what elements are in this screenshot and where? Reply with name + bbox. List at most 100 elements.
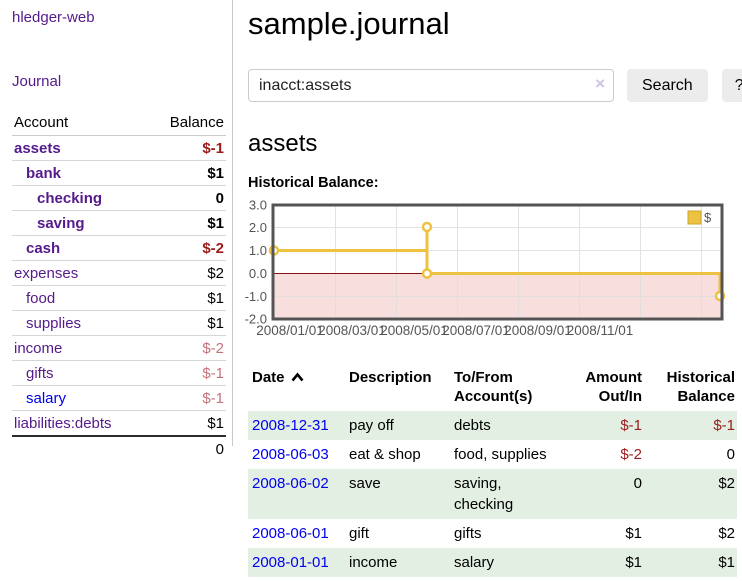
transaction-balance: $-1 bbox=[644, 411, 737, 440]
transaction-accounts: debts bbox=[450, 411, 562, 440]
register-header-amount: Amount Out/In bbox=[562, 365, 644, 411]
transaction-accounts: salary bbox=[450, 548, 562, 577]
brand-link[interactable]: hledger-web bbox=[12, 9, 226, 26]
register-header-date[interactable]: Date bbox=[248, 365, 345, 411]
account-link-supplies[interactable]: supplies bbox=[26, 315, 81, 332]
register-row: 2008-06-02 save saving, checking 0 $2 bbox=[248, 469, 737, 519]
account-balance: $1 bbox=[147, 161, 226, 186]
chart-legend-swatch bbox=[688, 211, 701, 224]
transaction-balance: $2 bbox=[644, 469, 737, 519]
register-header-account: To/From Account(s) bbox=[450, 365, 562, 411]
transaction-date-link[interactable]: 2008-06-01 bbox=[252, 525, 329, 542]
sidebar: hledger-web Journal Account Balance asse… bbox=[0, 0, 233, 446]
account-balance: $-2 bbox=[147, 336, 226, 361]
register-row: 2008-06-01 gift gifts $1 $2 bbox=[248, 519, 737, 548]
account-link-liabilities-debts[interactable]: liabilities:debts bbox=[14, 415, 112, 432]
search-input[interactable] bbox=[248, 69, 614, 102]
account-link-salary[interactable]: salary bbox=[26, 390, 66, 407]
account-row-liabilities-debts: liabilities:debts $1 bbox=[12, 411, 226, 437]
transaction-amount: $-1 bbox=[562, 411, 644, 440]
main-content: sample.journal × Search ? assets Histori… bbox=[233, 0, 742, 577]
transaction-amount: 0 bbox=[562, 469, 644, 519]
chart-x-axis-labels: 2008/01/01 2008/03/01 2008/05/01 2008/07… bbox=[256, 323, 633, 338]
accounts-table: Account Balance assets $-1 bank $1 check… bbox=[12, 111, 226, 461]
account-link-expenses[interactable]: expenses bbox=[14, 265, 78, 282]
svg-text:1.0: 1.0 bbox=[249, 243, 267, 258]
account-row-salary: salary $-1 bbox=[12, 386, 226, 411]
register-row: 2008-01-01 income salary $1 $1 bbox=[248, 548, 737, 577]
account-row-bank: bank $1 bbox=[12, 161, 226, 186]
accounts-header-row: Account Balance bbox=[12, 111, 226, 136]
svg-text:2008/01/01: 2008/01/01 bbox=[256, 323, 324, 338]
account-link-income[interactable]: income bbox=[14, 340, 62, 357]
page-title: sample.journal bbox=[248, 6, 742, 42]
account-row-food: food $1 bbox=[12, 286, 226, 311]
register-row: 2008-06-03 eat & shop food, supplies $-2… bbox=[248, 440, 737, 469]
account-balance: $2 bbox=[147, 261, 226, 286]
clear-search-icon[interactable]: × bbox=[595, 74, 605, 94]
svg-text:2008/03/01: 2008/03/01 bbox=[318, 323, 386, 338]
account-balance: $1 bbox=[147, 311, 226, 336]
account-link-bank[interactable]: bank bbox=[26, 165, 61, 182]
account-link-assets[interactable]: assets bbox=[14, 140, 61, 157]
accounts-total-row: 0 bbox=[12, 436, 226, 461]
svg-text:2.0: 2.0 bbox=[249, 220, 267, 235]
transaction-accounts: saving, checking bbox=[450, 469, 562, 519]
account-row-expenses: expenses $2 bbox=[12, 261, 226, 286]
account-link-saving[interactable]: saving bbox=[37, 215, 85, 232]
account-balance: $-2 bbox=[147, 236, 226, 261]
account-row-saving: saving $1 bbox=[12, 211, 226, 236]
register-header-description: Description bbox=[345, 365, 450, 411]
svg-text:0.0: 0.0 bbox=[249, 266, 267, 281]
transaction-amount: $-2 bbox=[562, 440, 644, 469]
register-row: 2008-12-31 pay off debts $-1 $-1 bbox=[248, 411, 737, 440]
account-link-cash[interactable]: cash bbox=[26, 240, 60, 257]
account-row-income: income $-2 bbox=[12, 336, 226, 361]
transaction-date-link[interactable]: 2008-12-31 bbox=[252, 417, 329, 434]
search-field-wrapper: × bbox=[248, 69, 614, 102]
historical-balance-chart: $ 3.0 2.0 1.0 0.0 -1.0 -2.0 2008/01/01 2… bbox=[240, 197, 734, 349]
account-heading: assets bbox=[248, 130, 742, 158]
chart-y-axis-labels: 3.0 2.0 1.0 0.0 -1.0 -2.0 bbox=[245, 198, 267, 327]
nav-journal-link[interactable]: Journal bbox=[12, 73, 226, 90]
svg-text:2008/11/01: 2008/11/01 bbox=[567, 323, 634, 338]
accounts-total-balance: 0 bbox=[147, 436, 226, 461]
register-header-date-label: Date bbox=[252, 369, 285, 386]
chart-legend-label: $ bbox=[704, 210, 712, 225]
account-balance: $-1 bbox=[147, 361, 226, 386]
transaction-balance: $1 bbox=[644, 548, 737, 577]
transaction-date-link[interactable]: 2008-01-01 bbox=[252, 554, 329, 571]
transaction-description: eat & shop bbox=[345, 440, 450, 469]
search-form: × Search ? bbox=[248, 69, 742, 102]
help-button[interactable]: ? bbox=[722, 69, 742, 102]
account-balance: $1 bbox=[147, 211, 226, 236]
account-link-food[interactable]: food bbox=[26, 290, 55, 307]
svg-text:3.0: 3.0 bbox=[249, 198, 267, 213]
register-header-row: Date Description To/From Account(s) Amou… bbox=[248, 365, 737, 411]
svg-text:2008/09/01: 2008/09/01 bbox=[504, 323, 572, 338]
account-link-gifts[interactable]: gifts bbox=[26, 365, 54, 382]
account-balance: 0 bbox=[147, 186, 226, 211]
sort-ascending-icon bbox=[291, 368, 304, 387]
transaction-accounts: food, supplies bbox=[450, 440, 562, 469]
account-row-checking: checking 0 bbox=[12, 186, 226, 211]
account-link-checking[interactable]: checking bbox=[37, 190, 102, 207]
transaction-date-link[interactable]: 2008-06-02 bbox=[252, 475, 329, 492]
account-row-cash: cash $-2 bbox=[12, 236, 226, 261]
search-button[interactable]: Search bbox=[627, 69, 708, 102]
transaction-description: pay off bbox=[345, 411, 450, 440]
account-row-supplies: supplies $1 bbox=[12, 311, 226, 336]
svg-text:2008/05/01: 2008/05/01 bbox=[380, 323, 448, 338]
account-balance: $-1 bbox=[147, 136, 226, 161]
register-table: Date Description To/From Account(s) Amou… bbox=[248, 365, 737, 577]
transaction-date-link[interactable]: 2008-06-03 bbox=[252, 446, 329, 463]
accounts-header-account: Account bbox=[12, 111, 147, 136]
account-balance: $1 bbox=[147, 411, 226, 437]
accounts-header-balance: Balance bbox=[147, 111, 226, 136]
register-header-balance: Historical Balance bbox=[644, 365, 737, 411]
transaction-accounts: gifts bbox=[450, 519, 562, 548]
account-row-assets: assets $-1 bbox=[12, 136, 226, 161]
transaction-description: gift bbox=[345, 519, 450, 548]
transaction-description: save bbox=[345, 469, 450, 519]
account-row-gifts: gifts $-1 bbox=[12, 361, 226, 386]
